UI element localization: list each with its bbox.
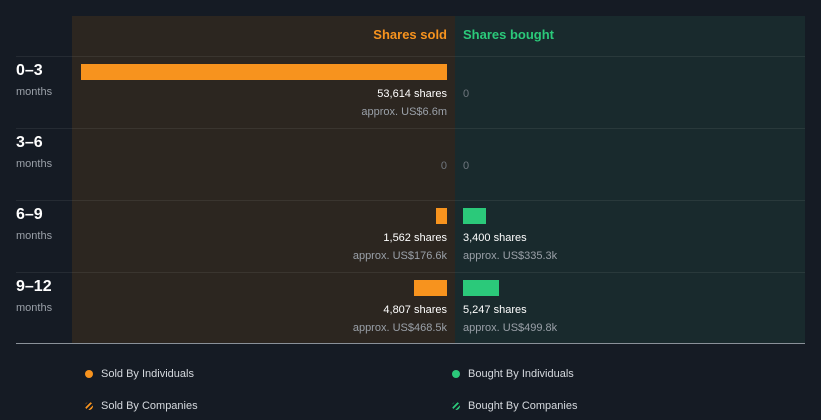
- sold-shares-label: 53,614 shares: [377, 88, 447, 100]
- legend-label: Bought By Companies: [468, 400, 578, 412]
- period-unit: months: [16, 86, 53, 98]
- row-divider: [16, 200, 805, 201]
- period-unit: months: [16, 302, 53, 314]
- sold-value-label: approx. US$176.6k: [352, 250, 447, 262]
- period-label: 9–12: [16, 278, 52, 295]
- bought-shares-label: 3,400 shares: [463, 232, 527, 244]
- legend-item: Bought By Companies: [452, 400, 577, 412]
- period-label: 0–3: [16, 62, 43, 79]
- legend-label: Sold By Individuals: [101, 368, 194, 380]
- bought-panel: [455, 16, 805, 343]
- sold-value-label: approx. US$468.5k: [352, 322, 447, 334]
- legend-item: Sold By Companies: [85, 400, 198, 412]
- sold-bar: [81, 64, 447, 80]
- row-divider: [16, 128, 805, 129]
- bought-bar: [463, 280, 499, 296]
- sold-shares-label: 1,562 shares: [383, 232, 447, 244]
- period-label: 3–6: [16, 134, 43, 151]
- chart-baseline: [16, 343, 805, 344]
- bought-zero-label: 0: [463, 160, 470, 172]
- period-unit: months: [16, 158, 53, 170]
- bought-bar: [463, 208, 486, 224]
- sold-bar: [436, 208, 447, 224]
- shares-sold-header: Shares sold: [373, 27, 447, 42]
- bought-value-label: approx. US$499.8k: [463, 322, 558, 334]
- legend-dot-icon: [85, 370, 93, 378]
- legend-hatch-icon: [452, 402, 460, 410]
- period-label: 6–9: [16, 206, 43, 223]
- bought-value-label: approx. US$335.3k: [463, 250, 558, 262]
- shares-bought-header: Shares bought: [463, 27, 555, 42]
- row-divider: [16, 56, 805, 57]
- sold-bar: [414, 280, 447, 296]
- legend-item: Sold By Individuals: [85, 368, 194, 380]
- bought-zero-label: 0: [463, 88, 470, 100]
- sold-zero-label: 0: [440, 160, 447, 172]
- sold-value-label: approx. US$6.6m: [361, 106, 447, 118]
- legend-dot-icon: [452, 370, 460, 378]
- bought-shares-label: 5,247 shares: [463, 304, 527, 316]
- period-unit: months: [16, 230, 53, 242]
- row-divider: [16, 272, 805, 273]
- legend-hatch-icon: [85, 402, 93, 410]
- legend-label: Sold By Companies: [101, 400, 198, 412]
- sold-shares-label: 4,807 shares: [383, 304, 447, 316]
- legend-label: Bought By Individuals: [468, 368, 574, 380]
- legend-item: Bought By Individuals: [452, 368, 574, 380]
